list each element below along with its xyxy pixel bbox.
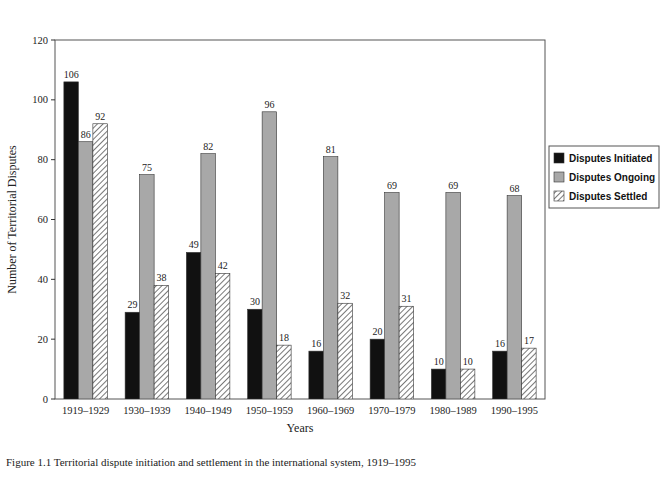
- bar: [399, 306, 414, 399]
- legend-swatch: [554, 191, 564, 201]
- bar: [309, 351, 324, 399]
- chart: 0 20 40 60 80 100 120 106 29 49 30 16 20 10 16 86 75 82 96…: [0, 0, 662, 484]
- bar: [215, 273, 230, 399]
- y-tick: [51, 399, 55, 400]
- data-label: 17: [524, 335, 534, 346]
- data-label: 69: [387, 180, 397, 191]
- bar: [64, 82, 79, 399]
- data-label: 86: [81, 129, 91, 140]
- bar: [446, 193, 461, 399]
- legend-label: Disputes Settled: [569, 191, 647, 202]
- x-tick-label: 1970–1979: [368, 405, 415, 416]
- bar: [385, 193, 400, 399]
- data-label: 49: [189, 239, 199, 250]
- y-tick-label: 0: [43, 394, 48, 405]
- caption: Figure 1.1 Territorial dispute initiatio…: [6, 456, 416, 468]
- legend-swatch: [554, 172, 564, 182]
- data-label: 16: [495, 338, 505, 349]
- y-tick: [51, 99, 55, 100]
- bar: [323, 157, 338, 399]
- bar: [493, 351, 508, 399]
- bar: [186, 252, 201, 399]
- legend-label: Disputes Ongoing: [569, 172, 655, 183]
- data-label: 96: [264, 99, 274, 110]
- data-label: 10: [434, 356, 444, 367]
- data-label: 18: [279, 332, 289, 343]
- data-label: 32: [340, 290, 350, 301]
- bar: [277, 345, 292, 399]
- y-tick-label: 80: [38, 154, 49, 165]
- bar: [262, 112, 277, 399]
- data-label: 106: [64, 69, 79, 80]
- bar: [522, 348, 537, 399]
- bar: [125, 312, 140, 399]
- x-tick-label: 1919–1929: [62, 405, 109, 416]
- x-tick-label: 1990–1995: [491, 405, 538, 416]
- data-label: 75: [142, 162, 152, 173]
- y-tick: [51, 219, 55, 220]
- data-label: 69: [448, 180, 458, 191]
- y-tick: [51, 279, 55, 280]
- x-tick-label: 1980–1989: [430, 405, 477, 416]
- data-label: 82: [203, 141, 213, 152]
- bar: [248, 309, 263, 399]
- y-axis-label: Number of Territorial Disputes: [5, 145, 19, 294]
- legend-box: [549, 146, 659, 208]
- x-tick-label: 1960–1969: [307, 405, 354, 416]
- bar: [201, 154, 216, 399]
- data-label: 68: [509, 183, 519, 194]
- data-label: 38: [156, 272, 166, 283]
- bars: [64, 82, 536, 399]
- y-tick-label: 120: [32, 35, 48, 46]
- data-label: 20: [372, 326, 382, 337]
- data-label: 30: [250, 296, 260, 307]
- data-label: 16: [311, 338, 321, 349]
- data-label: 29: [127, 299, 137, 310]
- data-label: 92: [95, 111, 105, 122]
- y-tick-label: 40: [38, 274, 49, 285]
- data-label: 10: [463, 356, 473, 367]
- bar: [78, 142, 93, 399]
- data-label: 81: [326, 144, 336, 155]
- bar: [338, 303, 353, 399]
- bar: [93, 124, 108, 399]
- y-tick-label: 60: [38, 214, 49, 225]
- legend-swatch: [554, 153, 564, 163]
- plot-frame: [55, 40, 545, 399]
- bar: [140, 175, 155, 399]
- bar: [370, 339, 385, 399]
- x-tick-label: 1930–1939: [123, 405, 170, 416]
- data-label: 42: [218, 260, 228, 271]
- y-tick: [51, 339, 55, 340]
- x-axis-label: Years: [287, 421, 314, 435]
- y-tick-label: 20: [38, 334, 49, 345]
- bar: [431, 369, 446, 399]
- data-label: 31: [401, 293, 411, 304]
- y-tick: [51, 40, 55, 41]
- y-tick: [51, 159, 55, 160]
- bar: [460, 369, 475, 399]
- y-tick-label: 100: [32, 94, 48, 105]
- bar: [154, 285, 169, 399]
- legend-label: Disputes Initiated: [569, 153, 652, 164]
- x-tick-label: 1950–1959: [246, 405, 293, 416]
- x-tick-label: 1940–1949: [185, 405, 232, 416]
- bar: [507, 196, 522, 399]
